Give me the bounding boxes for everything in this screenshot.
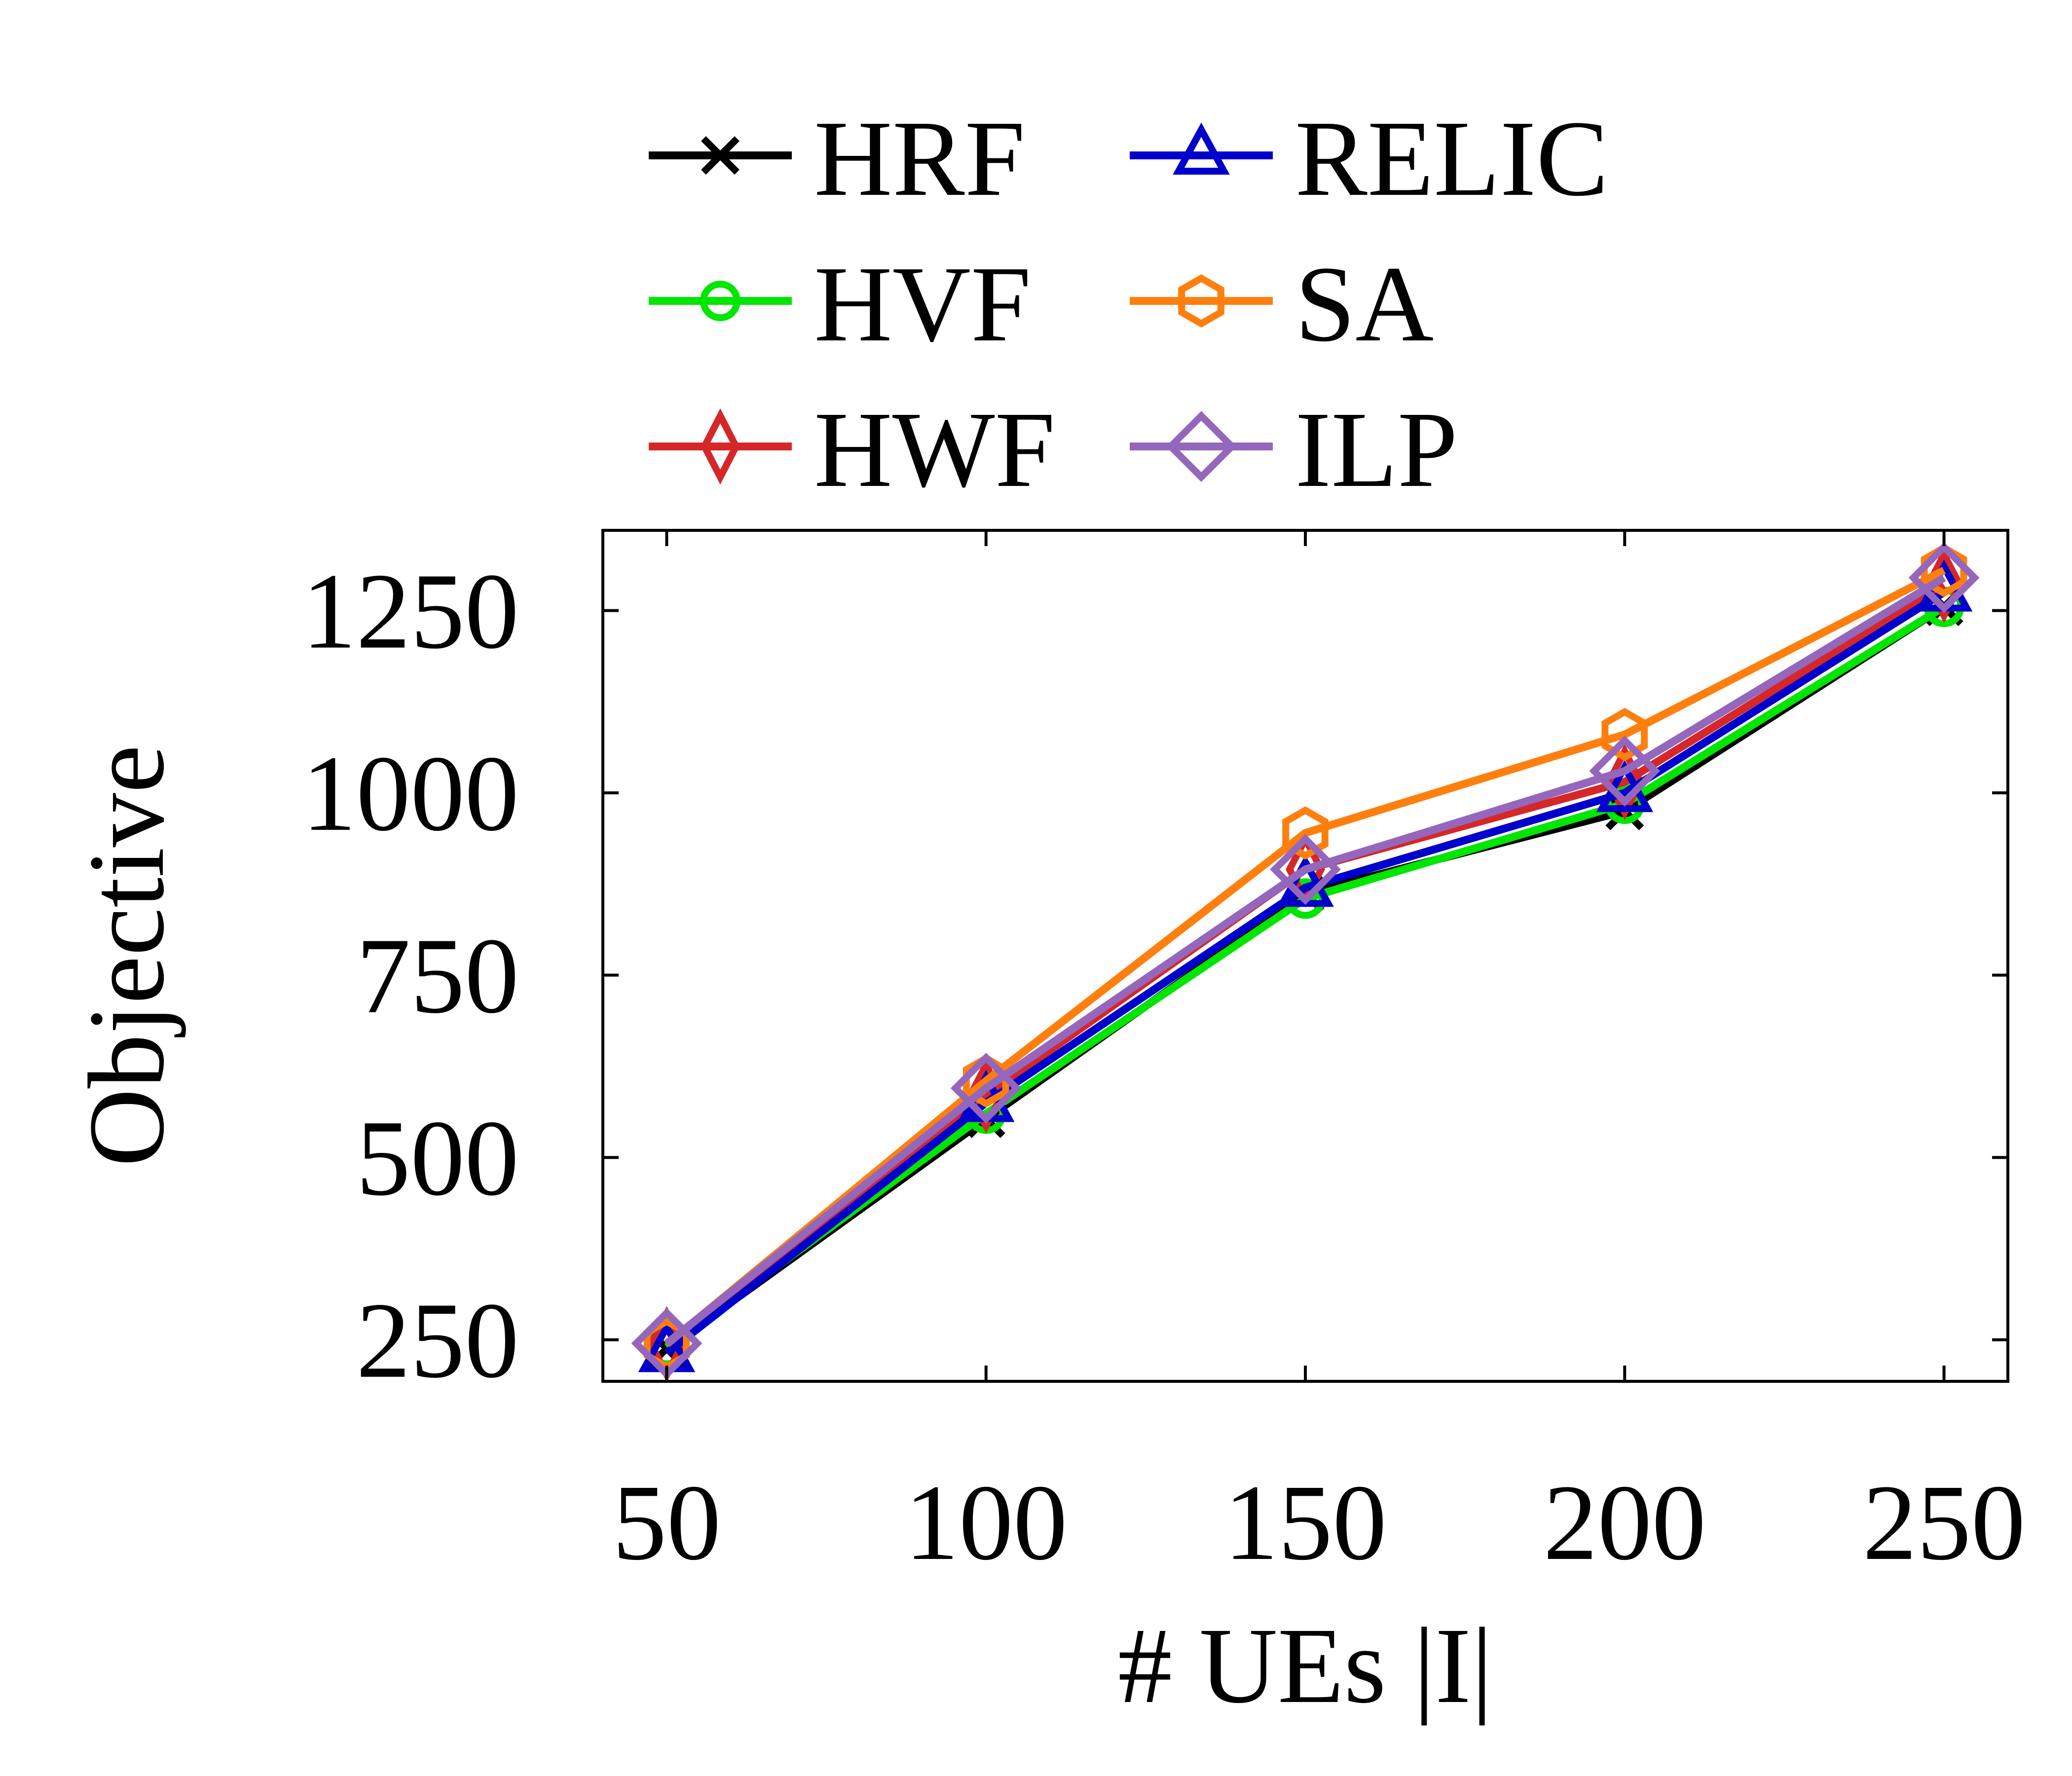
ticks: 50 100 150 200 250 250 500 750 1000 1250 — [302, 530, 2026, 1583]
legend-label: ILP — [1295, 389, 1458, 510]
legend-item-hrf: HRF — [649, 98, 1025, 219]
legend-marker-sa — [1178, 274, 1224, 328]
legend-item-hwf: HWF — [649, 389, 1055, 510]
data-point-sa — [1282, 806, 1329, 860]
x-tick-label: 200 — [1543, 1462, 1706, 1583]
data-point-sa — [1601, 707, 1648, 761]
legend-label: HRF — [814, 98, 1025, 219]
legend-item-relic: RELIC — [1130, 98, 1609, 219]
legend-item-ilp: ILP — [1130, 389, 1458, 510]
legend-label: RELIC — [1295, 98, 1609, 219]
legend-label: SA — [1295, 244, 1434, 364]
legend-item-hvf: HVF — [649, 244, 1031, 364]
y-axis-title: Objective — [66, 745, 186, 1167]
y-tick-label: 1250 — [302, 551, 519, 671]
legend-label: HWF — [814, 389, 1055, 510]
legend: HRF HVF HWF RELIC SA ILP — [649, 98, 1609, 510]
data-point-ilp — [950, 1052, 1022, 1124]
legend-item-sa: SA — [1130, 244, 1434, 364]
series-layer — [631, 542, 1980, 1382]
x-axis-title: # UEs |I| — [1118, 1605, 1493, 1726]
data-point-sa — [962, 1054, 1009, 1108]
legend-marker-hrf — [701, 136, 740, 175]
x-tick-label: 100 — [905, 1462, 1068, 1583]
y-tick-label: 750 — [356, 916, 519, 1036]
legend-marker-hvf — [700, 281, 740, 321]
legend-label: HVF — [814, 244, 1031, 364]
series-line-ilp — [664, 574, 1946, 1347]
x-tick-label: 150 — [1224, 1462, 1387, 1583]
data-point-ilp — [1908, 542, 1980, 613]
x-tick-label: 50 — [612, 1462, 721, 1583]
legend-marker-hwf — [701, 408, 740, 485]
x-tick-label: 250 — [1863, 1462, 2026, 1583]
legend-marker-relic — [1173, 122, 1230, 175]
y-tick-label: 250 — [356, 1280, 519, 1401]
data-point-ilp — [1270, 834, 1341, 905]
legend-marker-ilp — [1166, 411, 1237, 482]
y-tick-label: 1000 — [302, 733, 519, 853]
data-point-sa — [1921, 544, 1967, 597]
data-point-ilp — [1589, 735, 1661, 807]
series-line-relic — [664, 589, 1946, 1356]
y-tick-label: 500 — [356, 1098, 519, 1218]
